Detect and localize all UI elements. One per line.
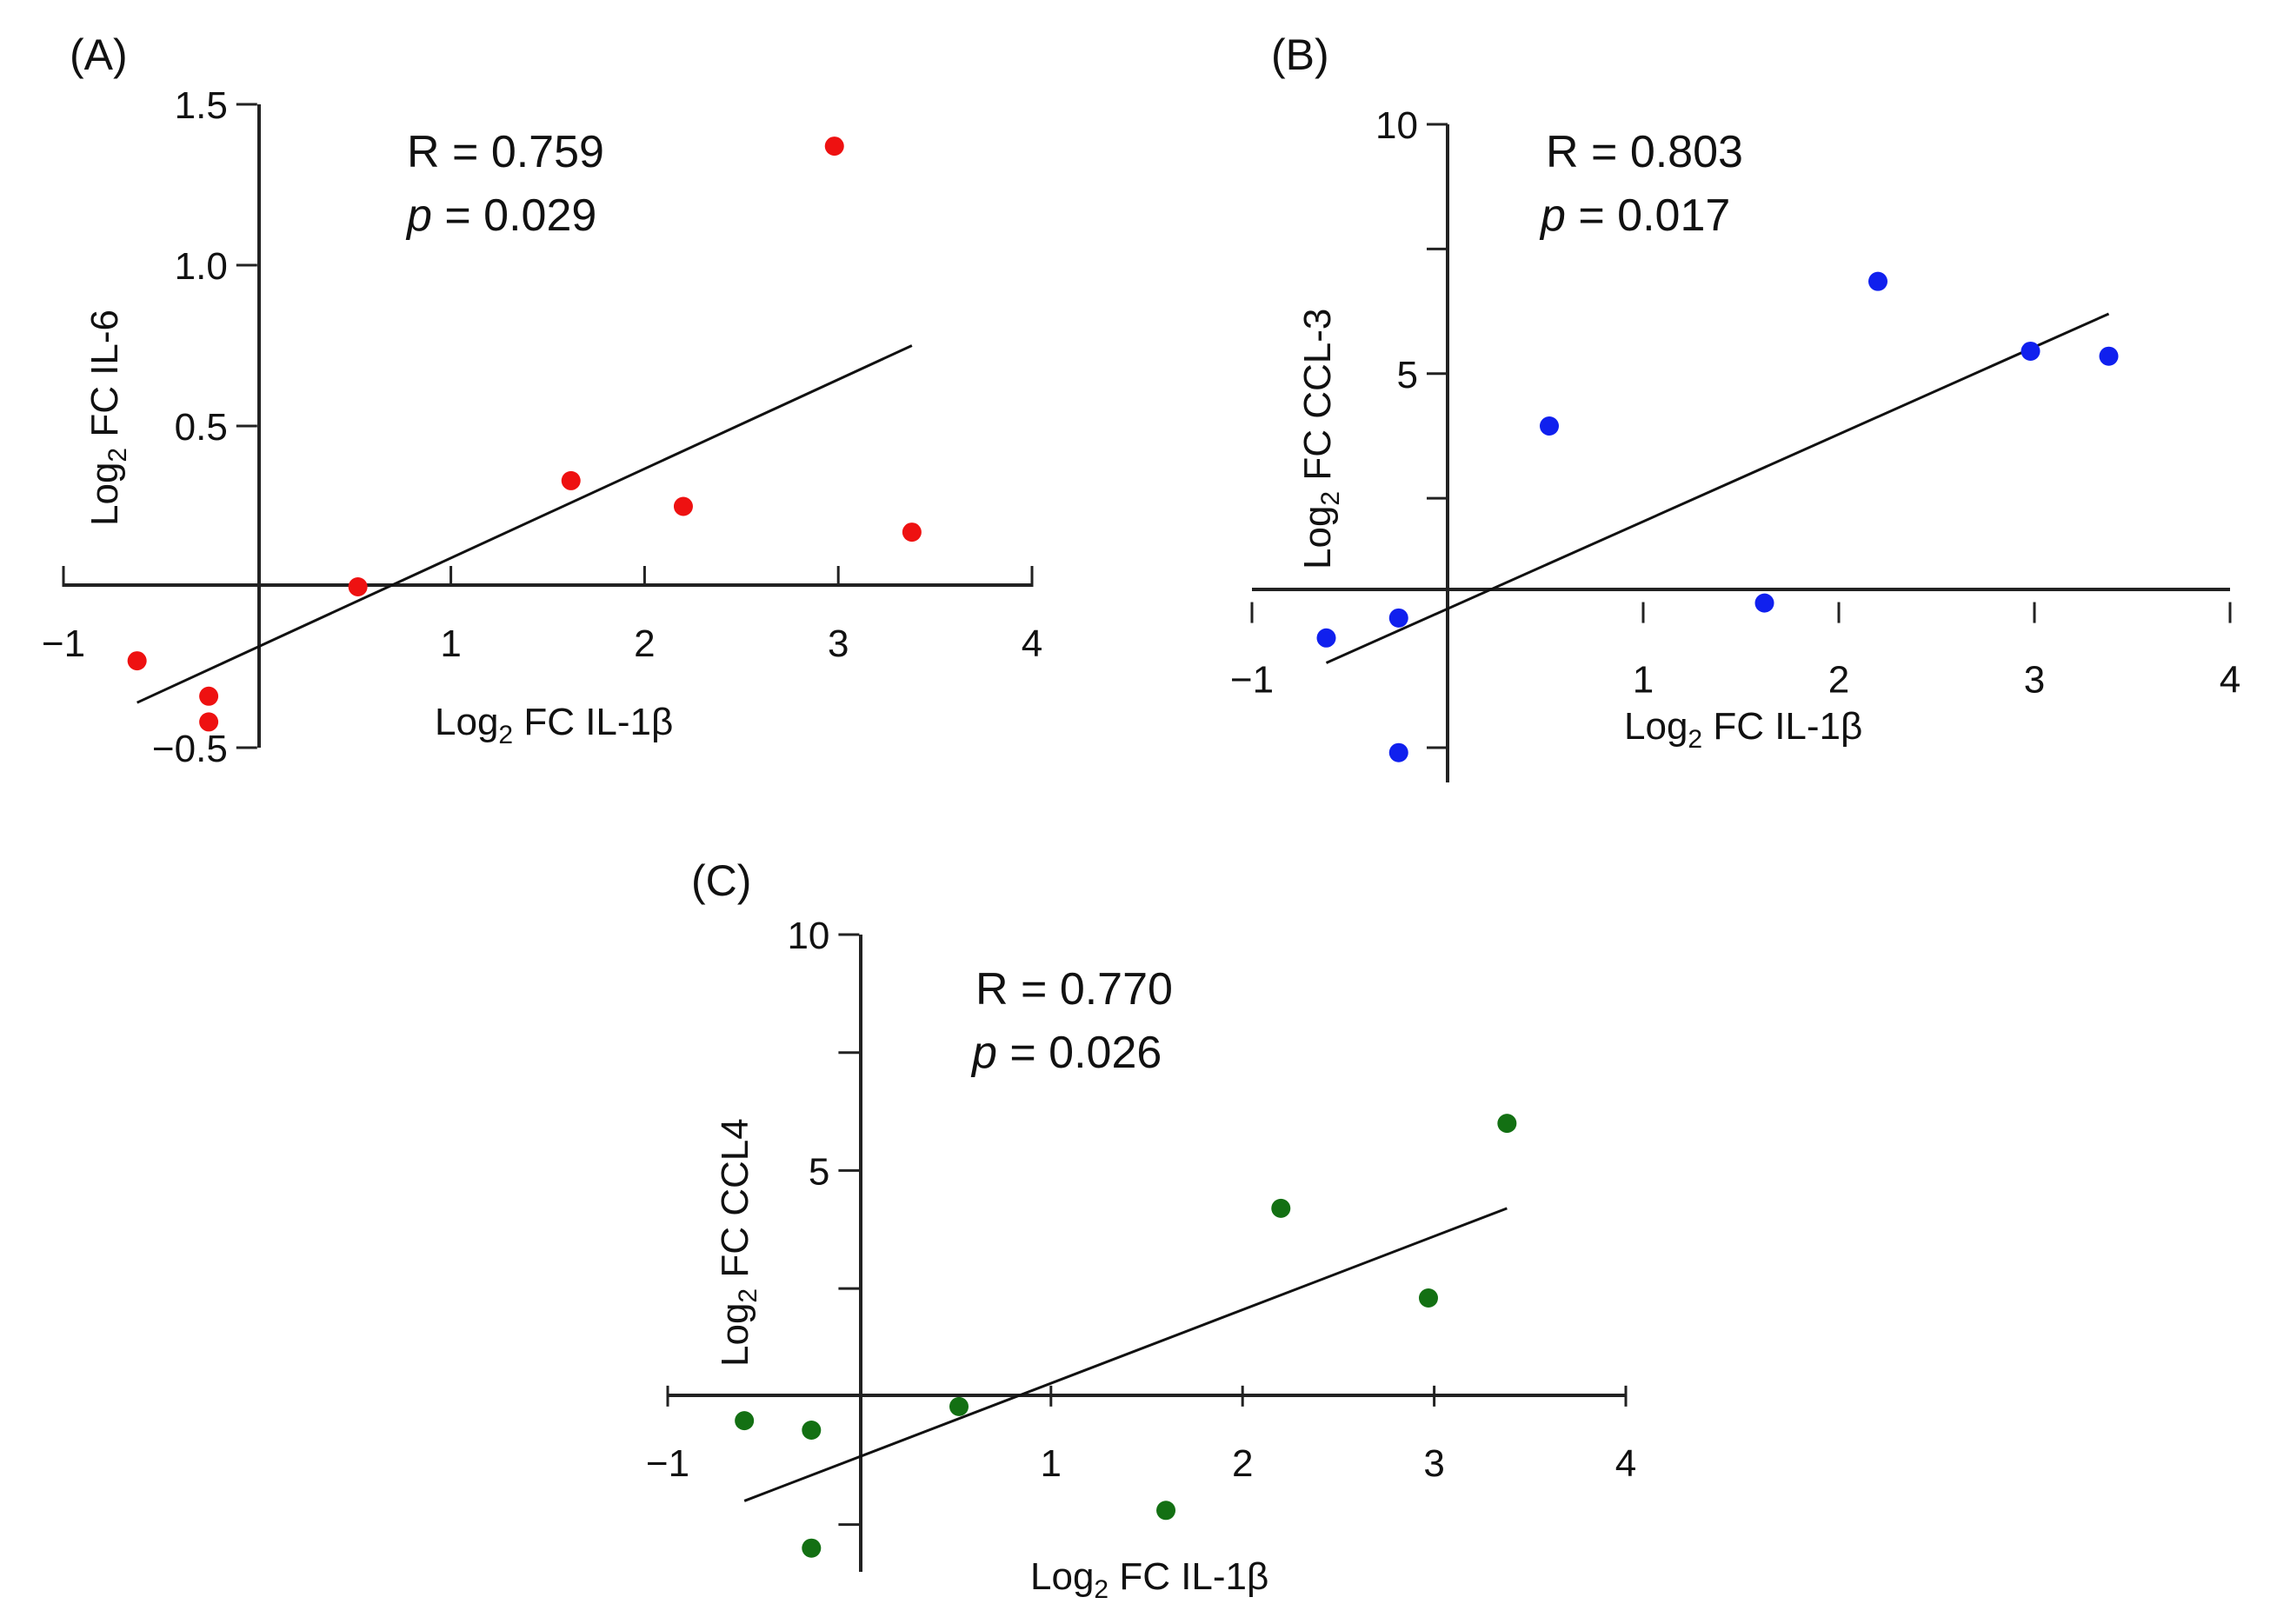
panel-a-x-tick-label: 1 [440,622,461,665]
panel-a-data-point [199,686,219,706]
panel-b-data-point [2021,341,2041,361]
panel-a-data-point [127,651,147,671]
panel-c-fit-line [743,1207,1508,1502]
panel-a-x-tick-label: 4 [1022,622,1042,665]
panel-b-data-point [1316,628,1336,648]
panel-c-p-rest: = 0.026 [997,1028,1162,1078]
panel-a-data-point [199,712,219,732]
panel-b-x-tick-label: 2 [1828,659,1849,702]
panel-b-x-tick-label: −1 [1230,659,1274,702]
panel-b: (B) −1 1 2 3 4 5 10 R = 0.803 p = 0.017 Log2 … [1230,30,2240,782]
panel-c-p-symbol: p [970,1028,997,1078]
panel-b-data-point [1540,416,1559,436]
panel-c-x-tick-label: 1 [1041,1442,1062,1485]
panel-a-data-point [902,522,922,542]
panel-a-data-point [824,136,844,156]
panel-b-p-value: p = 0.017 [1539,190,1730,241]
panel-b-y-tick-label: 5 [1397,354,1418,396]
panel-b-label: (B) [1271,30,1329,79]
panel-c-data-point [802,1421,822,1440]
panel-b-y-tick-label: 10 [1375,104,1418,147]
panel-c-x-tick-label: 2 [1232,1442,1253,1485]
panel-b-x-tick-label: 1 [1633,659,1654,702]
panel-c-data-point [802,1538,822,1558]
panel-a-data-point [348,577,368,596]
panel-b-p-rest: = 0.017 [1566,190,1730,241]
panel-b-y-axis-title: Log2 FC CCL-3 [1296,309,1345,569]
panel-b-data-point [2099,346,2119,366]
panel-b-p-symbol: p [1539,190,1566,241]
panel-a-x-tick-label: 2 [634,622,655,665]
panel-c-x-tick-label: −1 [646,1442,689,1485]
panel-c-p-value: p = 0.026 [970,1028,1162,1078]
panel-a-p-symbol: p [405,190,432,241]
panel-a-p-value: p = 0.029 [405,190,596,241]
panel-b-data-point [1388,608,1408,628]
panel-c-x-tick-label: 4 [1615,1442,1636,1485]
panel-c-x-tick-label: 3 [1423,1442,1444,1485]
panel-c-data-point [1271,1198,1291,1218]
panel-c-y-tick-label: 10 [787,915,829,957]
panel-a-x-tick-label: 3 [828,622,849,665]
panel-c-data-point [735,1411,755,1431]
panel-c-y-axis-title: Log2 FC CCL4 [714,1118,762,1367]
panel-b-r-value: R = 0.803 [1546,127,1743,177]
panel-c-data-point [1418,1288,1438,1308]
panel-a-p-rest: = 0.029 [432,190,596,241]
panel-a-r-value: R = 0.759 [407,127,604,177]
panel-c-data-point [1156,1501,1176,1521]
panel-c-y-tick-label: 5 [809,1150,829,1193]
panel-a: (A) −1 1 2 3 4 −0.5 0.5 1.0 1.5 R = 0.759 p = 0… [42,30,1042,770]
panel-b-data-point [1388,742,1408,762]
panel-a-y-tick-label: 1.5 [175,84,228,127]
panel-b-data-point [1868,271,1888,291]
panel-a-fit-line [136,344,913,704]
panel-c-data-point [1497,1114,1517,1134]
panel-b-x-axis-title: Log2 FC IL-1β [1624,705,1862,754]
panel-b-x-tick-label: 3 [2024,659,2045,702]
panel-a-label: (A) [70,30,128,79]
panel-b-fit-line [1325,312,2110,664]
panel-a-y-tick-label: 1.0 [175,245,228,288]
panel-c: (C) −1 1 2 3 4 5 10 R = 0.770 p = 0.026 Log2 … [646,856,1636,1604]
panel-a-data-point [561,470,581,490]
panel-b-x-tick-label: 4 [2220,659,2240,702]
panel-a-y-tick-label: −0.5 [152,728,228,770]
panel-c-x-axis-title: Log2 FC IL-1β [1030,1555,1268,1604]
panel-a-y-axis-title: Log2 FC IL-6 [83,309,132,526]
panel-b-data-point [1754,593,1774,613]
panel-c-data-point [949,1396,969,1416]
panel-c-label: (C) [691,856,751,905]
panel-a-data-point [673,496,693,516]
panel-a-y-tick-label: 0.5 [175,406,228,449]
panel-c-r-value: R = 0.770 [975,964,1173,1015]
panel-a-x-axis-title: Log2 FC IL-1β [435,701,673,749]
panel-a-x-tick-label: −1 [42,622,85,665]
